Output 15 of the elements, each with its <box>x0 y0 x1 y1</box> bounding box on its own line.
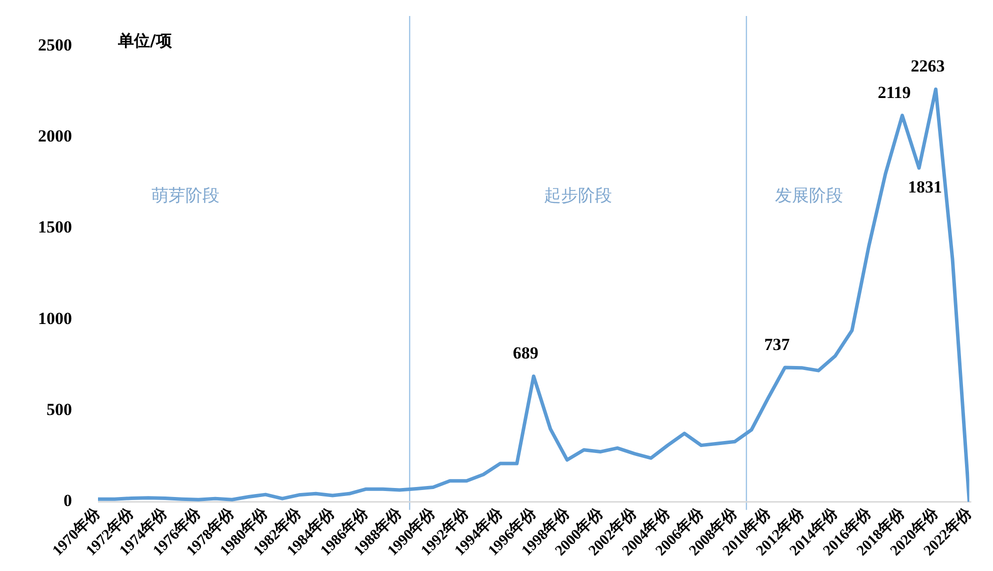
annotation: 发展阶段 <box>774 186 843 206</box>
data-label: 2263 <box>910 56 945 76</box>
data-label: 2119 <box>878 82 911 102</box>
y-tick-label: 1500 <box>38 218 72 237</box>
y-tick-label: 500 <box>46 400 72 420</box>
y-axis-title: 单位/项 <box>117 31 173 50</box>
y-tick-label: 2500 <box>38 35 72 54</box>
annotation: 萌芽阶段 <box>151 186 220 206</box>
y-tick-label: 2000 <box>38 126 72 146</box>
data-label: 737 <box>764 334 790 354</box>
annotation: 起步阶段 <box>544 186 612 206</box>
y-tick-label: 1000 <box>38 308 72 328</box>
y-tick-label: 0 <box>64 491 72 510</box>
data-label: 689 <box>512 344 538 363</box>
data-label: 1831 <box>908 177 942 196</box>
